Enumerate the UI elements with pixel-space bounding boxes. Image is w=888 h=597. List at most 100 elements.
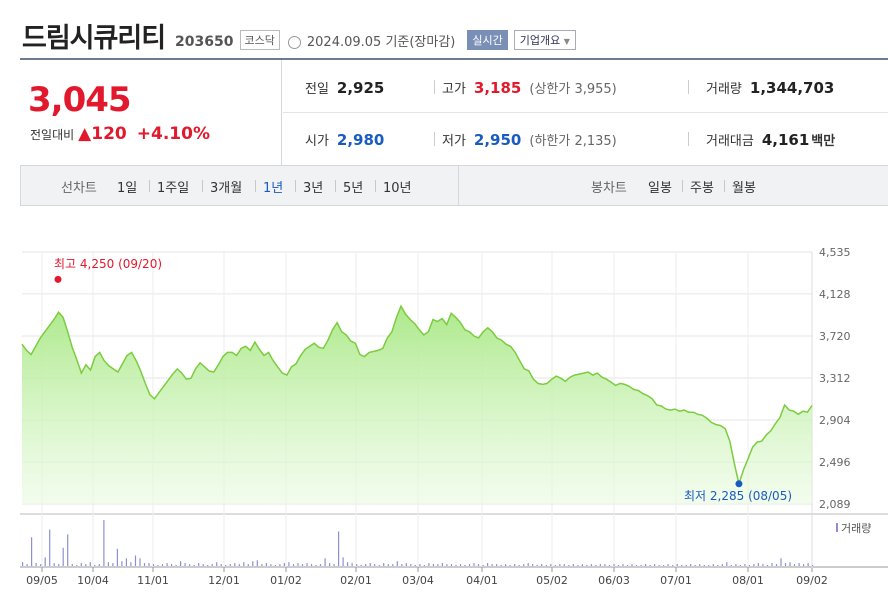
tab-1y[interactable]: 1년 xyxy=(263,181,284,196)
tab-1d[interactable]: 1일 xyxy=(117,181,138,196)
price-summary: 3,045 전일대비 ▲ 120 +4.10% 전일 2,925 고가 3,18… xyxy=(20,60,888,166)
volume-bar xyxy=(468,564,471,566)
volume-bar xyxy=(663,565,665,566)
volume-bar xyxy=(35,563,37,566)
volume-bar xyxy=(378,565,380,566)
low-marker xyxy=(735,480,743,488)
volume-bar xyxy=(604,564,606,566)
volume-bar xyxy=(803,564,805,566)
volume-bar xyxy=(708,565,710,566)
volume-bar xyxy=(428,563,430,566)
x-tick-label: 01/02 xyxy=(270,574,302,587)
prev-close-value: 2,925 xyxy=(336,79,385,97)
volume-bar xyxy=(67,534,69,566)
volume-bar xyxy=(477,564,480,566)
volume-bar xyxy=(405,563,407,566)
volume-bar xyxy=(568,565,570,566)
high-cell: 고가 3,185 (상한가 3,955) xyxy=(442,78,617,97)
volume-bar xyxy=(554,565,556,566)
volume-bar xyxy=(793,564,796,566)
chart-period-tabs: 선차트 1일 1주일 3개월 1년 3년 5년 10년 봉차트 일봉 주봉 월봉 xyxy=(20,166,888,206)
volume-bar xyxy=(229,564,231,566)
volume-bar xyxy=(766,565,769,566)
volume-bar xyxy=(152,564,155,566)
volume-bar xyxy=(225,565,227,566)
volume-bar xyxy=(130,562,132,566)
volume-bar xyxy=(599,564,601,566)
volume-legend-icon xyxy=(836,523,838,532)
volume-bar xyxy=(310,564,313,566)
volume-bar xyxy=(541,564,543,566)
tab-3m[interactable]: 3개월 xyxy=(210,181,243,196)
company-overview-dropdown[interactable]: 기업개요 ▼ xyxy=(513,30,576,50)
volume-bar xyxy=(789,562,791,566)
volume-bar xyxy=(238,564,240,566)
volume-bar xyxy=(780,558,782,566)
current-price-panel: 3,045 전일대비 ▲ 120 +4.10% xyxy=(20,60,282,166)
tab-monthly[interactable]: 월봉 xyxy=(732,181,756,196)
volume-bar xyxy=(748,565,750,566)
volume-bar xyxy=(369,563,371,566)
volume-bar xyxy=(161,564,164,566)
volume-bar xyxy=(139,558,141,566)
volume-bar xyxy=(667,564,669,566)
volume-bar xyxy=(49,529,51,566)
tab-separator xyxy=(255,180,256,192)
volume-bar xyxy=(283,563,285,566)
x-tick-label: 04/01 xyxy=(466,574,498,587)
volume-bar xyxy=(459,564,462,566)
tab-10y[interactable]: 10년 xyxy=(383,181,412,196)
volume-bar xyxy=(265,563,267,566)
low-annotation: 최저 2,285 (08/05) xyxy=(684,489,792,503)
y-axis-ticks: 4,535 4,128 3,720 3,312 2,904 2,496 2,089 xyxy=(819,246,851,511)
header-divider xyxy=(20,58,888,60)
volume-bar xyxy=(216,562,218,566)
volume-bar xyxy=(649,565,651,566)
volume-bar xyxy=(586,565,588,566)
volume-bar xyxy=(617,565,620,566)
volume-bar xyxy=(812,565,814,566)
volume-bar xyxy=(771,563,773,566)
volume-bar xyxy=(676,564,678,566)
volume-bar xyxy=(753,564,755,566)
volume-bar xyxy=(315,565,317,566)
volume-bar xyxy=(487,563,489,566)
realtime-button[interactable]: 실시간 xyxy=(467,30,508,50)
stock-name: 드림시큐리티 xyxy=(22,23,166,54)
tab-1w[interactable]: 1주일 xyxy=(157,181,190,196)
volume-bar xyxy=(274,565,276,566)
volume-bar xyxy=(80,563,82,566)
volume-bar xyxy=(595,565,597,566)
volume-bar xyxy=(365,564,367,566)
tab-daily[interactable]: 일봉 xyxy=(648,181,672,196)
volume-bar xyxy=(685,565,687,566)
volume-bar xyxy=(712,564,714,566)
y-tick-label: 3,312 xyxy=(819,372,851,385)
tab-5y[interactable]: 5년 xyxy=(343,181,364,196)
tab-separator xyxy=(724,180,725,192)
volume-bar xyxy=(383,563,385,566)
volume-bar xyxy=(410,564,412,566)
volume-bar xyxy=(482,565,484,566)
trade-value: 4,161 xyxy=(761,131,810,149)
date-text: 2024.09.05 기준(장마감) xyxy=(306,35,456,50)
divider xyxy=(434,80,435,94)
y-tick-label: 2,496 xyxy=(819,456,851,469)
tab-weekly[interactable]: 주봉 xyxy=(690,181,714,196)
market-badge: 코스닥 xyxy=(239,30,280,50)
x-tick-label: 11/01 xyxy=(137,574,169,587)
tab-3y[interactable]: 3년 xyxy=(303,181,324,196)
volume-bar xyxy=(536,565,538,566)
volume-bar xyxy=(694,565,696,566)
volume-bar xyxy=(563,564,565,566)
volume-bars xyxy=(22,520,814,567)
trade-value-unit: 백만 xyxy=(811,134,836,149)
volume-bar xyxy=(577,565,579,566)
row-divider xyxy=(283,112,888,113)
volume-bar xyxy=(107,562,109,566)
volume-bar xyxy=(58,564,60,566)
tab-separator xyxy=(335,180,336,192)
volume-bar xyxy=(703,565,705,566)
volume-bar xyxy=(211,564,213,566)
clock-icon xyxy=(287,36,301,49)
